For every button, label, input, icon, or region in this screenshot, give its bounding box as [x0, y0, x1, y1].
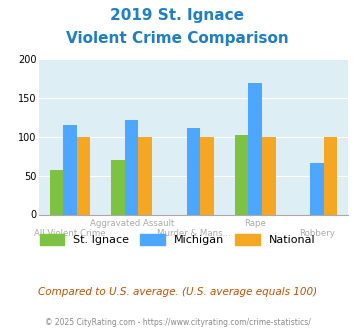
Legend: St. Ignace, Michigan, National: St. Ignace, Michigan, National: [40, 234, 315, 245]
Text: Murder & Mans...: Murder & Mans...: [157, 229, 230, 238]
Text: Violent Crime Comparison: Violent Crime Comparison: [66, 31, 289, 46]
Bar: [63, 125, 77, 214]
Text: Aggravated Assault: Aggravated Assault: [89, 219, 174, 228]
Bar: [138, 137, 152, 214]
Bar: [262, 137, 275, 214]
Text: © 2025 CityRating.com - https://www.cityrating.com/crime-statistics/: © 2025 CityRating.com - https://www.city…: [45, 318, 310, 327]
Bar: [310, 163, 324, 214]
Bar: [125, 120, 138, 214]
Text: All Violent Crime: All Violent Crime: [34, 229, 106, 238]
Bar: [50, 170, 63, 214]
Text: Rape: Rape: [244, 219, 266, 228]
Text: Robbery: Robbery: [299, 229, 335, 238]
Bar: [77, 137, 90, 214]
Text: Compared to U.S. average. (U.S. average equals 100): Compared to U.S. average. (U.S. average …: [38, 287, 317, 297]
Bar: [200, 137, 214, 214]
Bar: [187, 128, 200, 214]
Bar: [235, 135, 248, 214]
Bar: [248, 83, 262, 214]
Bar: [111, 160, 125, 214]
Text: 2019 St. Ignace: 2019 St. Ignace: [110, 8, 245, 23]
Bar: [324, 137, 337, 214]
